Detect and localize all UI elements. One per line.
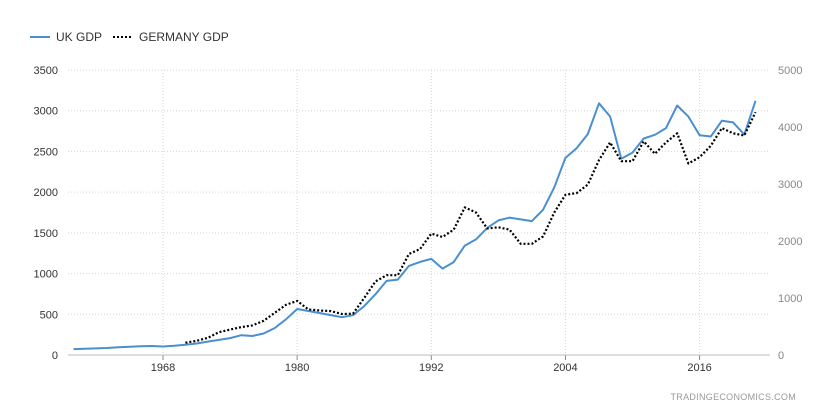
gridlines	[68, 69, 770, 356]
y-left-tick-label: 3500	[34, 65, 58, 77]
y-left-tick-label: 3000	[34, 106, 58, 118]
legend: UK GDP GERMANY GDP	[30, 30, 229, 44]
legend-label-uk: UK GDP	[56, 30, 102, 44]
series-line-uk-gdp	[73, 100, 757, 351]
x-tick-label: 1992	[419, 362, 443, 374]
y-right-tick-label: 2000	[778, 236, 802, 248]
x-tick-label: 2016	[687, 362, 711, 374]
series-line-germany-gdp	[185, 111, 757, 344]
y-left-tick-label: 500	[40, 309, 58, 321]
series-lines	[73, 100, 757, 351]
y-right-tick-label: 1000	[778, 293, 802, 305]
x-tick-label: 2004	[553, 362, 577, 374]
y-left-tick-label: 1500	[34, 228, 58, 240]
x-axis: 1968 1980 1992 2004 2016	[68, 354, 770, 374]
y-left-tick-label: 0	[52, 350, 58, 362]
y-right-tick-label: 0	[778, 350, 784, 362]
y-left-tick-label: 1000	[34, 269, 58, 281]
source-label: TRADINGECONOMICS.COM	[670, 392, 796, 402]
x-tick-label: 1968	[151, 362, 175, 374]
y-right-tick-label: 5000	[778, 65, 802, 77]
y-right-tick-label: 3000	[778, 179, 802, 191]
y-axis-right: 0 1000 2000 3000 4000 5000	[778, 65, 802, 362]
y-left-tick-label: 2000	[34, 187, 58, 199]
y-right-tick-label: 4000	[778, 122, 802, 134]
x-tick-label: 1980	[285, 362, 309, 374]
y-left-tick-label: 2500	[34, 146, 58, 158]
y-axis-left: 0 500 1000 1500 2000 2500 3000 3500	[34, 65, 58, 362]
legend-label-germany: GERMANY GDP	[139, 30, 229, 44]
